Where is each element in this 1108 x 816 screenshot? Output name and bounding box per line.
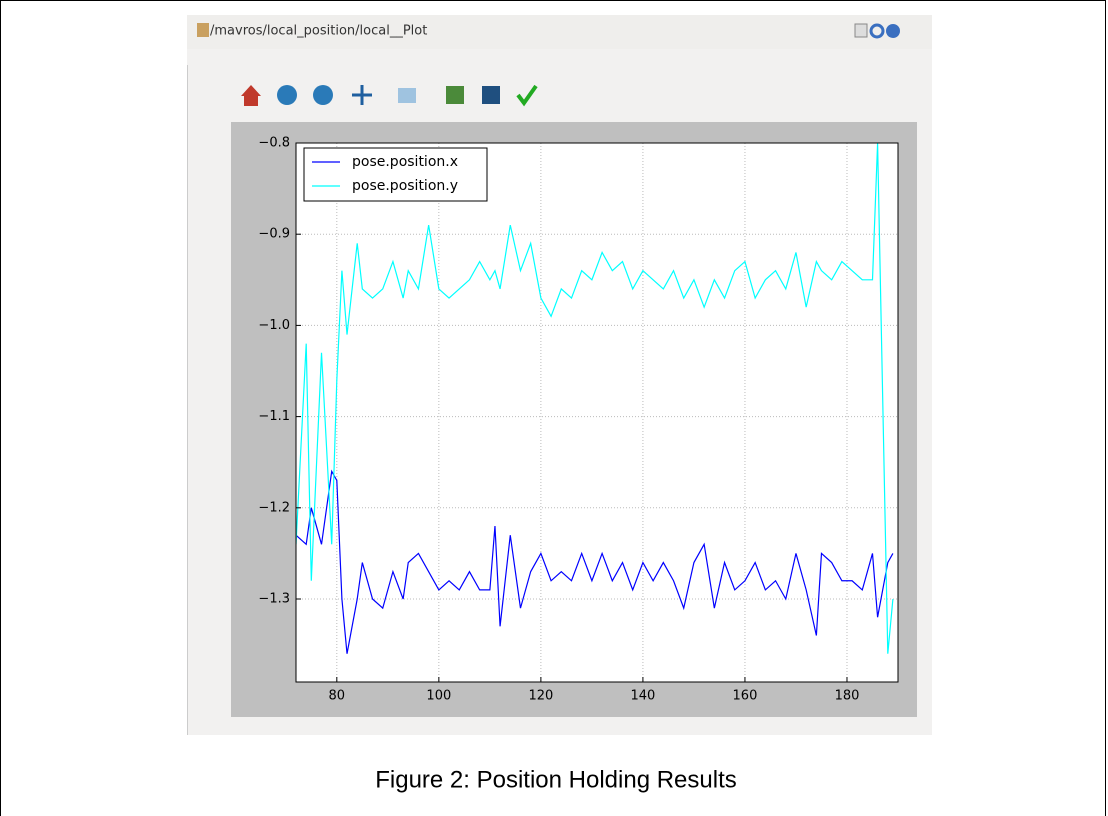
y-tick-label: −1.2 — [258, 500, 290, 515]
subplots-button[interactable] — [446, 86, 464, 104]
figure: /mavros/local_position/local__Plot 80 100… — [0, 0, 1108, 816]
x-tick-label: 180 — [835, 689, 860, 704]
help-button[interactable] — [886, 24, 900, 38]
forward-button[interactable] — [313, 85, 333, 105]
x-tick-label: 100 — [426, 689, 451, 704]
window-title: /mavros/local_position/local__Plot — [210, 24, 427, 39]
legend-label: pose.position.x — [352, 154, 458, 170]
back-button[interactable] — [277, 85, 297, 105]
y-tick-label: −0.8 — [258, 136, 290, 151]
y-tick-label: −1.0 — [258, 318, 290, 333]
dock-button[interactable] — [855, 24, 867, 37]
save-button[interactable] — [482, 86, 500, 104]
x-tick-label: 120 — [528, 689, 553, 704]
caption: Figure 2: Position Holding Results — [375, 766, 737, 793]
x-tick-label: 160 — [733, 689, 758, 704]
page: {"window_title": "/mavros/local_position… — [0, 0, 1108, 816]
window-icon — [197, 23, 209, 37]
legend: pose.position.x pose.position.y — [304, 148, 487, 201]
y-tick-label: −1.3 — [258, 592, 290, 607]
y-tick-label: −0.9 — [258, 227, 290, 242]
plot-area — [296, 143, 898, 682]
y-tick-label: −1.1 — [258, 409, 290, 424]
x-tick-label: 140 — [631, 689, 656, 704]
legend-label: pose.position.y — [352, 178, 458, 194]
x-tick-label: 80 — [329, 689, 346, 704]
zoom-button[interactable] — [398, 88, 416, 103]
